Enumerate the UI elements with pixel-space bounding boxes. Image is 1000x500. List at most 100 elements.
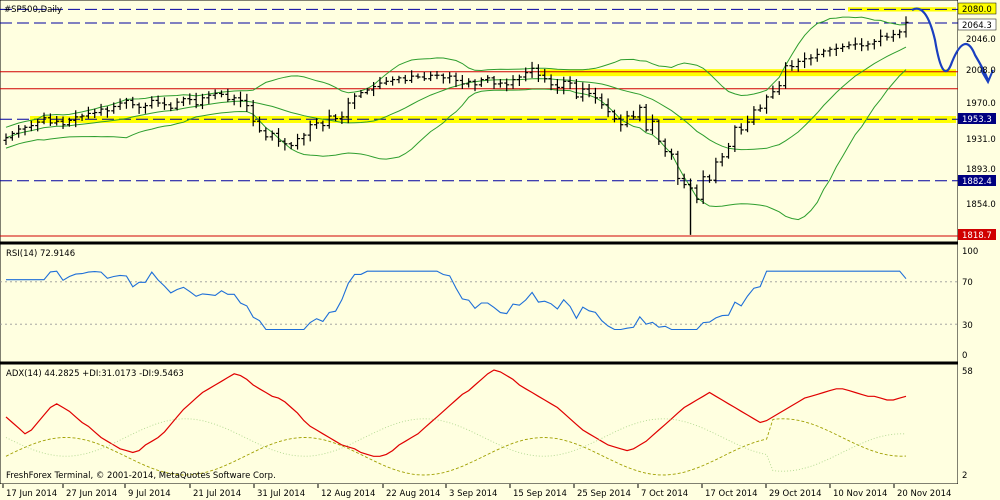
price-bar: [161, 97, 167, 110]
adx-line: [5, 369, 907, 457]
price-bar: [434, 71, 440, 80]
price-bar: [85, 106, 91, 119]
price-bar: [859, 38, 865, 52]
price-bar: [218, 90, 224, 98]
price-bar: [719, 152, 725, 167]
price-tick: 1854.0: [966, 200, 996, 210]
level-tag-2080: 2080.0: [962, 5, 992, 15]
price-tick: 2008.0: [966, 66, 996, 76]
price-bar: [402, 74, 408, 84]
price-bar: [117, 98, 123, 110]
price-bar: [307, 120, 313, 142]
bollinger-lower: [5, 69, 907, 221]
price-bar: [66, 117, 72, 127]
level-tag-1882: 1882.4: [962, 177, 992, 187]
price-bar: [770, 85, 776, 99]
price-bar: [592, 87, 598, 104]
price-bar: [269, 130, 275, 141]
price-bar: [111, 102, 117, 114]
price-bar: [548, 74, 554, 91]
price-bar: [668, 148, 674, 160]
price-bar: [757, 104, 763, 112]
price-bar: [764, 94, 770, 114]
price-bar: [377, 76, 383, 90]
price-bar: [440, 73, 446, 84]
date-tick-label: 12 Aug 2014: [321, 489, 375, 499]
price-bar: [871, 39, 877, 50]
price-bar: [79, 113, 85, 121]
price-bar: [257, 116, 263, 133]
price-bar: [814, 48, 820, 62]
price-bar: [206, 91, 212, 104]
price-bar: [92, 108, 98, 119]
price-bar: [276, 128, 282, 147]
date-tick-label: 17 Oct 2014: [705, 489, 758, 499]
price-bar: [485, 75, 491, 83]
price-bar: [897, 29, 903, 39]
price-bar: [149, 96, 155, 109]
price-tick: 1970.0: [966, 99, 996, 109]
price-bar: [624, 110, 630, 128]
price-bar: [314, 118, 320, 129]
price-bar: [35, 118, 41, 132]
price-bar: [472, 79, 478, 92]
price-bar: [827, 46, 833, 57]
price-bar: [713, 157, 719, 184]
date-tick-label: 27 Jun 2014: [66, 489, 117, 499]
date-tick-label: 15 Sep 2014: [513, 489, 567, 499]
price-bar: [643, 103, 649, 132]
price-bar: [263, 127, 269, 141]
price-bar: [567, 76, 573, 90]
price-bar: [884, 32, 890, 41]
price-bar: [390, 76, 396, 86]
price-bar: [123, 97, 129, 109]
price-bar: [345, 97, 351, 124]
price-bar: [662, 138, 668, 157]
rsi-panel: [0, 243, 959, 363]
date-tick-label: 9 Jul 2014: [128, 489, 171, 499]
price-bar: [529, 61, 535, 78]
price-bar: [751, 106, 757, 126]
adx-tick: 58: [962, 367, 973, 377]
price-bar: [700, 170, 706, 205]
price-bar: [776, 81, 782, 95]
price-bar: [238, 91, 244, 108]
price-bar: [60, 116, 66, 129]
date-tick-label: 7 Oct 2014: [641, 489, 688, 499]
date-tick-label: 17 Jun 2014: [6, 489, 57, 499]
price-bar: [656, 119, 662, 145]
price-bar: [415, 73, 421, 79]
price-bar: [421, 72, 427, 81]
price-bar: [561, 76, 567, 95]
price-bar: [586, 84, 592, 98]
price-bar: [250, 99, 256, 127]
symbol-title: #SP500,Daily: [4, 5, 62, 15]
price-bar: [694, 184, 700, 204]
price-bar: [244, 93, 250, 112]
price-bar: [903, 16, 909, 38]
rsi-label: RSI(14) 72.9146: [6, 249, 75, 259]
date-axis: 17 Jun 2014 27 Jun 2014 9 Jul 2014 21 Jul 2…: [2, 484, 951, 499]
price-axis: 2046.0 2008.0 1970.0 1893.0 1854.0 1931.…: [966, 35, 996, 210]
price-bar: [840, 43, 846, 52]
price-bar: [54, 116, 60, 126]
rsi-line: [6, 270, 907, 331]
price-bar: [301, 132, 307, 146]
price-bar: [878, 29, 884, 47]
price-bar: [599, 93, 605, 109]
price-bar: [295, 133, 301, 150]
price-bar: [326, 109, 332, 129]
date-tick-label: 29 Oct 2014: [769, 489, 822, 499]
price-bar: [193, 92, 199, 109]
price-bar: [833, 43, 839, 56]
date-tick-label: 10 Nov 2014: [833, 489, 887, 499]
price-bar: [738, 123, 744, 135]
adx-label: ADX(14) 44.2825 +DI:31.0173 -DI:9.5463: [6, 369, 184, 379]
right-axis: [958, 0, 1000, 500]
price-bar: [789, 60, 795, 71]
price-bar: [554, 78, 560, 94]
price-bar: [649, 114, 655, 135]
copyright-text: FreshForex Terminal, © 2001-2014, MetaQu…: [6, 471, 276, 481]
price-bar: [41, 112, 47, 125]
price-bar: [542, 68, 548, 83]
